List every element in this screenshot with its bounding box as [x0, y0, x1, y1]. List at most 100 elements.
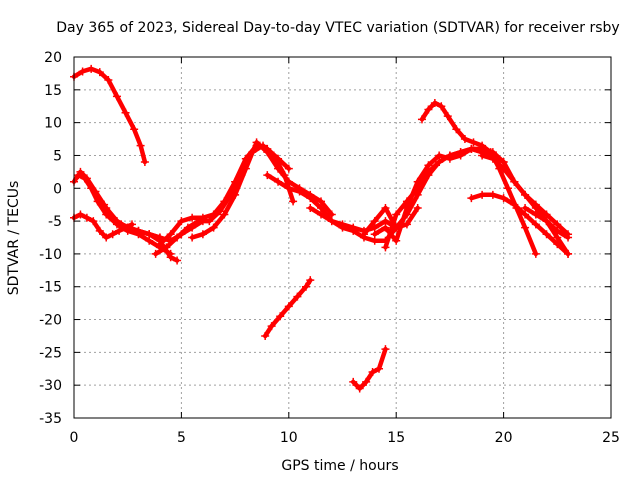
- data-point-marker: [338, 220, 347, 229]
- plot-frame: [73, 56, 612, 419]
- data-point-marker: [381, 203, 390, 212]
- data-point-marker: [402, 220, 411, 229]
- data-point-marker: [87, 64, 96, 73]
- y-tick-label: -30: [39, 378, 62, 394]
- series-track-line: [71, 212, 135, 240]
- data-point-marker: [521, 223, 530, 232]
- data-point-marker: [467, 144, 476, 153]
- data-point-marker: [166, 230, 175, 239]
- y-tick-label: 0: [53, 181, 62, 197]
- data-point-marker: [188, 233, 197, 242]
- data-point-marker: [488, 154, 497, 163]
- data-point-marker: [445, 151, 454, 160]
- data-point-marker: [155, 240, 164, 249]
- data-point-marker: [317, 210, 326, 219]
- data-point-marker: [306, 194, 315, 203]
- data-point-marker: [362, 377, 371, 386]
- data-point-marker: [392, 210, 401, 219]
- series-track-9: [188, 138, 336, 242]
- data-point-marker: [553, 226, 562, 235]
- data-point-marker: [188, 213, 197, 222]
- data-point-marker: [564, 249, 573, 258]
- data-point-marker: [162, 243, 171, 252]
- data-point-marker: [123, 223, 132, 232]
- data-point-marker: [231, 190, 240, 199]
- data-point-marker: [327, 217, 336, 226]
- series-track-1: [70, 64, 149, 167]
- data-point-marker: [301, 282, 310, 291]
- data-point-marker: [469, 138, 478, 147]
- data-point-marker: [355, 384, 364, 393]
- data-point-marker: [478, 190, 487, 199]
- data-point-marker: [289, 197, 298, 206]
- data-point-marker: [194, 217, 203, 226]
- data-point-marker: [359, 230, 368, 239]
- data-point-marker: [443, 112, 452, 121]
- y-tick-label: -10: [39, 247, 62, 263]
- data-point-marker: [452, 125, 461, 134]
- data-point-marker: [499, 164, 508, 173]
- data-point-marker: [205, 217, 214, 226]
- data-point-marker: [136, 141, 145, 150]
- data-point-marker: [531, 220, 540, 229]
- data-point-marker: [216, 207, 225, 216]
- y-tick-label: -5: [48, 214, 62, 230]
- data-point-marker: [503, 184, 512, 193]
- data-point-marker: [478, 141, 487, 150]
- data-point-marker: [173, 256, 182, 265]
- data-point-marker: [306, 276, 315, 285]
- data-point-marker: [263, 148, 272, 157]
- data-point-marker: [402, 197, 411, 206]
- data-point-marker: [284, 164, 293, 173]
- y-tick-label: -20: [39, 313, 62, 329]
- data-point-marker: [89, 217, 98, 226]
- x-axis-label: GPS time / hours: [281, 458, 398, 474]
- data-point-marker: [82, 213, 91, 222]
- data-point-marker: [108, 230, 117, 239]
- data-point-marker: [82, 174, 91, 183]
- data-point-marker: [424, 167, 433, 176]
- data-point-marker: [531, 210, 540, 219]
- data-point-marker: [241, 164, 250, 173]
- data-point-marker: [381, 243, 390, 252]
- data-point-marker: [435, 158, 444, 167]
- data-point-marker: [437, 102, 446, 111]
- data-point-marker: [349, 223, 358, 232]
- data-point-marker: [140, 158, 149, 167]
- data-point-marker: [306, 203, 315, 212]
- x-axis-ticks: 0 5 10 15 20 25: [70, 57, 620, 446]
- series-track-line: [189, 140, 335, 240]
- data-point-marker: [478, 151, 487, 160]
- x-tick-label: 15: [387, 430, 405, 446]
- data-point-marker: [417, 115, 426, 124]
- data-point-marker: [115, 226, 124, 235]
- data-point-marker: [166, 253, 175, 262]
- series-track-line: [350, 346, 388, 391]
- data-point-marker: [130, 125, 139, 134]
- data-point-marker: [209, 223, 218, 232]
- data-point-marker: [381, 345, 390, 354]
- data-point-marker: [521, 190, 530, 199]
- data-point-marker: [95, 68, 104, 77]
- data-point-marker: [284, 302, 293, 311]
- x-tick-label: 5: [177, 430, 186, 446]
- data-point-marker: [368, 368, 377, 377]
- x-tick-label: 25: [602, 430, 620, 446]
- series-track-20: [349, 345, 390, 393]
- data-point-marker: [370, 230, 379, 239]
- y-tick-label: 15: [44, 83, 62, 99]
- series-track-line: [469, 192, 571, 257]
- x-tick-label: 0: [70, 430, 79, 446]
- y-tick-label: 20: [44, 50, 62, 66]
- y-tick-label: 5: [53, 148, 62, 164]
- x-tick-label: 20: [495, 430, 513, 446]
- chart-title: Day 365 of 2023, Sidereal Day-to-day VTE…: [56, 20, 619, 36]
- data-point-marker: [381, 223, 390, 232]
- data-point-marker: [267, 322, 276, 331]
- x-tick-label: 10: [280, 430, 298, 446]
- data-point-marker: [375, 364, 384, 373]
- data-point-marker: [499, 194, 508, 203]
- data-point-marker: [104, 75, 113, 84]
- data-point-marker: [134, 226, 143, 235]
- data-point-marker: [430, 98, 439, 107]
